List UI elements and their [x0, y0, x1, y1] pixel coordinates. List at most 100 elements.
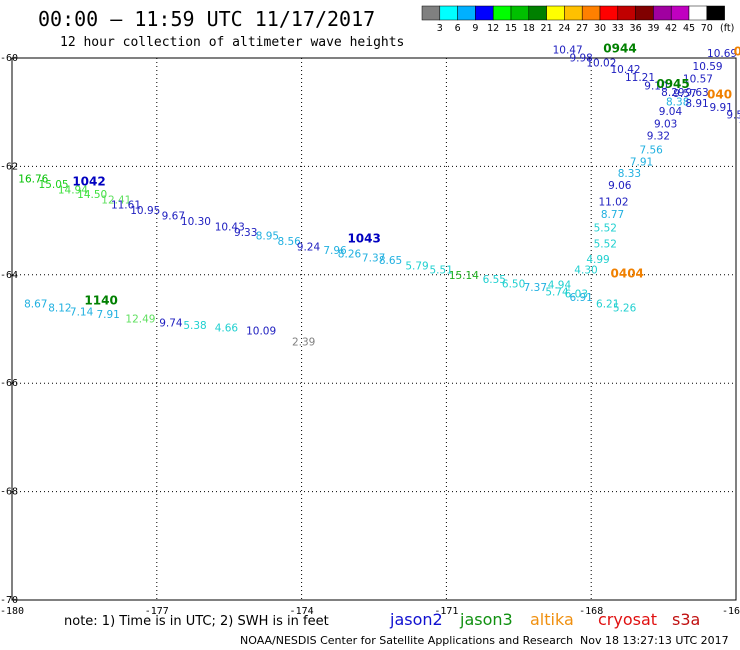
- color-swatch: [599, 5, 619, 21]
- wave-height-point: 10.02: [586, 58, 616, 70]
- color-scale-label: 70: [701, 23, 713, 34]
- color-swatch: [510, 5, 530, 21]
- wave-height-point: 8.26: [338, 248, 362, 260]
- track-label: 1042: [72, 174, 105, 188]
- color-scale-label: 30: [594, 23, 606, 34]
- credit-organization: NOAA/NESDIS Center for Satellite Applica…: [240, 634, 573, 647]
- wave-height-point: 5.79: [405, 260, 428, 272]
- track-label: 0945: [656, 77, 689, 91]
- x-tick-label: -180: [0, 606, 24, 617]
- color-scale-label: 6: [455, 23, 461, 34]
- wave-height-point: 8.77: [601, 209, 624, 221]
- wave-height-point: 6.50: [502, 278, 525, 290]
- wave-height-point: 9.10: [644, 80, 667, 92]
- x-tick-label: -171: [434, 606, 458, 617]
- satellite-jason2: jason2: [389, 610, 443, 629]
- x-tick-label: -177: [145, 606, 169, 617]
- color-scale-label: 9: [472, 23, 478, 34]
- wave-height-point: 10.59: [693, 61, 723, 73]
- wave-height-point: 6.55: [483, 274, 506, 286]
- color-scale-label: 3: [437, 23, 443, 34]
- track-label: 1043: [347, 231, 380, 245]
- wave-height-point: 5.52: [594, 222, 617, 234]
- plot-frame: [11, 57, 737, 601]
- wave-height-point: 8.91: [685, 98, 708, 110]
- wave-height-point: 2.39: [292, 336, 315, 348]
- wave-height-point: 5.74: [545, 286, 569, 298]
- wave-height-point: 11.21: [625, 72, 655, 84]
- wave-height-point: 10.57: [683, 73, 713, 85]
- chart-subtitle: 12 hour collection of altimeter wave hei…: [60, 35, 404, 50]
- wave-height-point: 4.94: [548, 279, 572, 291]
- wave-height-point: 6.03: [565, 289, 588, 301]
- wave-height-point: 9.24: [297, 241, 321, 253]
- color-swatch: [421, 5, 441, 21]
- wave-height-point: 9.91: [709, 102, 732, 114]
- wave-height-point: 8.12: [48, 303, 71, 315]
- wave-height-point: 8.67: [24, 298, 47, 310]
- color-swatch: [688, 5, 708, 21]
- color-swatch: [528, 5, 547, 21]
- wave-height-point: 9.33: [234, 227, 257, 239]
- wave-height-point: 8.38: [666, 97, 689, 109]
- wave-height-point: 9.06: [608, 180, 632, 192]
- color-scale-labels: 3 6 9 12 15 18 21 24 27 30 33 36 39 42 45 70: [437, 23, 713, 34]
- wave-height-point: 5.51: [430, 265, 453, 277]
- wave-height-point: 9.04: [659, 106, 683, 118]
- wave-height-point: 7.91: [630, 156, 653, 168]
- color-swatch: [439, 5, 458, 21]
- y-tick-label: -64: [0, 270, 18, 281]
- satellite-cryosat: cryosat: [598, 610, 657, 629]
- color-scale-label: 24: [558, 23, 570, 34]
- plot-grid: [12, 58, 736, 600]
- color-scale-label: 36: [630, 23, 642, 34]
- wave-height-point: 11.02: [598, 196, 628, 208]
- wave-height-point: 9.03: [654, 118, 677, 130]
- wave-height-point: 9.32: [647, 130, 670, 142]
- color-swatch: [564, 5, 583, 21]
- color-swatch: [475, 5, 494, 21]
- y-tick-label: -60: [0, 53, 18, 64]
- wave-height-point: 7.91: [96, 309, 119, 321]
- wave-height-point: 7.37: [362, 252, 385, 264]
- wave-height-point: 15.14: [449, 270, 479, 282]
- wave-height-point: 10.43: [215, 221, 245, 233]
- wave-height-point: 9.98: [569, 52, 592, 64]
- color-scale-label: 33: [612, 23, 624, 34]
- wave-height-point: 10.95: [130, 205, 160, 217]
- color-scale-label: 12: [487, 23, 499, 34]
- satellite-s3a: s3a: [672, 610, 700, 629]
- color-scale-label: 42: [665, 23, 677, 34]
- track-label: 0: [734, 44, 740, 58]
- wave-height-point: 9.67: [162, 211, 185, 223]
- wave-height-point: 12.49: [125, 313, 155, 325]
- wave-height-point: 8.29: [661, 87, 684, 99]
- track-label: 040: [707, 88, 732, 102]
- color-scale-label: 18: [523, 23, 535, 34]
- credit-timestamp: Nov 18 13:27:13 UTC 2017: [580, 634, 729, 647]
- footer-note: note: 1) Time is in UTC; 2) SWH is in fe…: [64, 614, 329, 629]
- x-tick-label: -174: [290, 606, 314, 617]
- wave-height-point: 9.74: [159, 317, 183, 329]
- x-axis-ticks: -180 -177 -174 -171 -168 -16: [0, 606, 740, 617]
- wave-height-point: 14.50: [77, 189, 107, 201]
- wave-height-point: 10.69: [707, 48, 737, 60]
- track-label: 0944: [603, 42, 636, 56]
- wave-height-point: 10.30: [181, 216, 211, 228]
- y-tick-label: -66: [0, 378, 18, 389]
- wave-height-point: 7.14: [70, 306, 94, 318]
- color-swatch: [581, 5, 601, 21]
- wave-height-point: 4.30: [574, 265, 597, 277]
- wave-height-point: 7.37: [524, 282, 547, 294]
- wave-height-point: 10.09: [246, 325, 276, 337]
- y-tick-label: -68: [0, 487, 18, 498]
- wave-height-point: 6.21: [596, 298, 619, 310]
- color-swatch: [492, 5, 512, 21]
- y-tick-label: -70: [0, 595, 18, 606]
- track-label: 0404: [611, 267, 644, 281]
- wave-height-point: 12.41: [101, 194, 131, 206]
- wave-height-point: 8.56: [277, 236, 301, 248]
- y-axis-ticks: -60 -62 -64 -66 -68 -70: [0, 53, 18, 606]
